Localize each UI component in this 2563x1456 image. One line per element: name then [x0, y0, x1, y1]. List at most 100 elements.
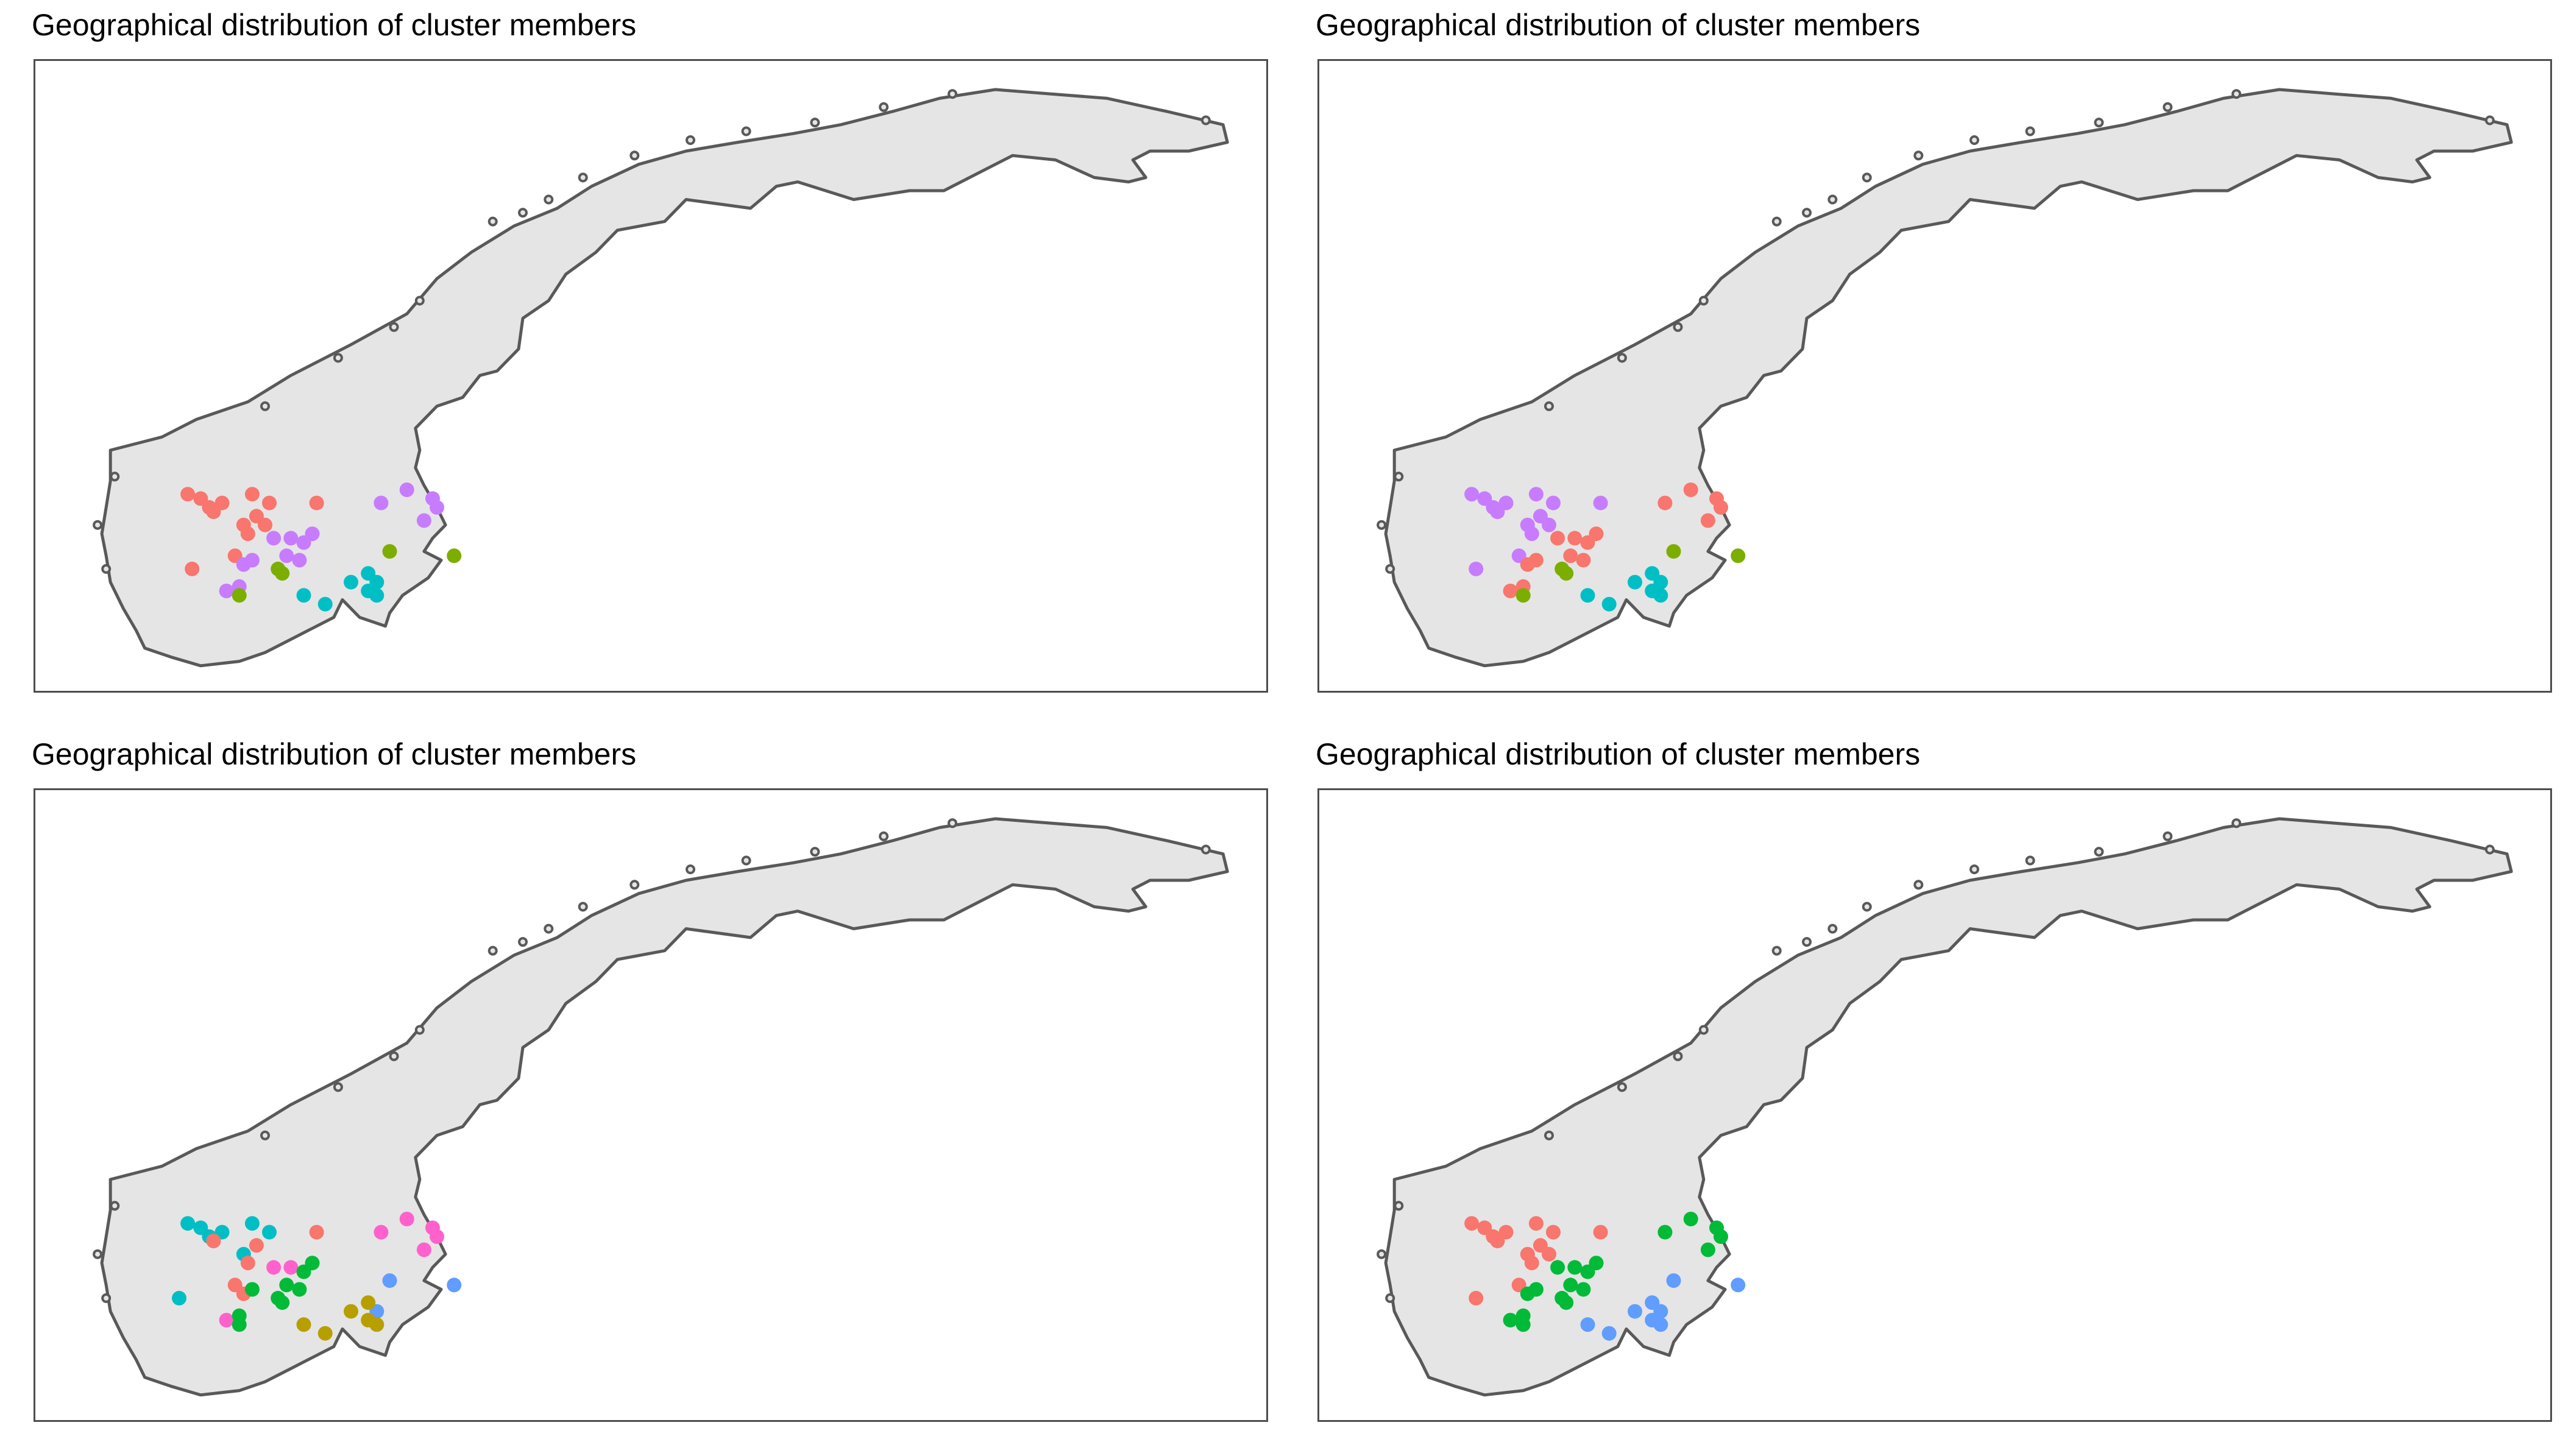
island-outline: [1544, 401, 1554, 411]
cluster-member-point: [317, 596, 333, 612]
island-outline: [1200, 115, 1211, 125]
norway-map: [93, 88, 1229, 668]
cluster-member-point: [283, 1260, 299, 1275]
cluster-member-point: [185, 561, 200, 576]
cluster-member-point: [1601, 1326, 1617, 1341]
cluster-member-point: [1515, 588, 1531, 603]
map-panel-4: Geographical distribution of cluster mem…: [1284, 729, 2552, 1448]
island-outline: [1617, 353, 1627, 363]
cluster-member-point: [1528, 487, 1544, 502]
cluster-member-point: [309, 1225, 324, 1240]
cluster-member-point: [317, 1326, 333, 1341]
island-outline: [1913, 880, 1924, 890]
cluster-member-point: [1580, 588, 1595, 603]
island-outline: [1802, 937, 1812, 947]
island-outline: [1771, 945, 1782, 956]
cluster-member-point: [262, 1225, 277, 1240]
island-outline: [1394, 1201, 1404, 1211]
panel-title: Geographical distribution of cluster mem…: [32, 737, 637, 771]
island-outline: [1200, 844, 1211, 855]
cluster-member-point: [1503, 584, 1518, 598]
island-outline: [879, 102, 889, 112]
cluster-member-point: [1515, 1317, 1531, 1332]
island-outline: [333, 353, 343, 363]
cluster-member-point: [1576, 1282, 1591, 1297]
cluster-member-point: [262, 495, 277, 511]
cluster-member-point: [1657, 495, 1673, 511]
cluster-member-point: [1469, 561, 1484, 576]
cluster-member-point: [240, 1256, 255, 1271]
cluster-member-point: [1700, 513, 1715, 528]
cluster-member-point: [1683, 482, 1698, 497]
island-outline: [389, 1051, 399, 1061]
cluster-member-point: [279, 1278, 294, 1293]
cluster-member-point: [206, 504, 221, 520]
cluster-member-point: [1580, 1317, 1595, 1332]
cluster-member-point: [430, 500, 444, 515]
panel-title: Geographical distribution of cluster mem…: [1316, 8, 1921, 42]
cluster-member-point: [1567, 531, 1583, 546]
cluster-member-point: [430, 1229, 444, 1244]
cluster-member-point: [374, 495, 389, 511]
island-outline: [2025, 855, 2035, 866]
cluster-member-point: [344, 574, 358, 590]
island-outline: [810, 118, 820, 128]
island-outline: [741, 855, 751, 866]
island-outline: [93, 1249, 103, 1259]
island-outline: [487, 216, 498, 227]
island-outline: [1969, 135, 1979, 145]
island-outline: [1377, 1249, 1387, 1259]
cluster-member-point: [1469, 1290, 1484, 1306]
island-outline: [1385, 1293, 1395, 1303]
cluster-member-point: [305, 526, 320, 542]
island-outline: [686, 135, 695, 145]
island-outline: [1862, 902, 1872, 912]
cluster-member-point: [1563, 548, 1578, 564]
island-outline: [879, 831, 889, 841]
island-outline: [2484, 844, 2495, 855]
cluster-member-point: [271, 1290, 286, 1306]
cluster-member-point: [344, 1304, 358, 1319]
island-outline: [2094, 847, 2104, 857]
island-outline: [1969, 864, 1979, 874]
island-outline: [414, 295, 425, 306]
island-outline: [2163, 102, 2173, 112]
cluster-member-point: [1714, 1229, 1728, 1244]
cluster-member-point: [1731, 1278, 1746, 1293]
island-outline: [518, 208, 528, 218]
cluster-member-point: [180, 1216, 196, 1231]
cluster-member-point: [296, 1317, 311, 1332]
panel-title: Geographical distribution of cluster mem…: [1316, 737, 1921, 771]
norway-map: [93, 817, 1229, 1397]
cluster-member-point: [240, 526, 255, 542]
norway-map: [1377, 817, 2513, 1397]
island-outline: [686, 864, 695, 874]
map-panel-3: Geographical distribution of cluster mem…: [0, 729, 1268, 1448]
island-outline: [1617, 1082, 1627, 1092]
cluster-member-point: [1490, 504, 1505, 520]
cluster-member-point: [416, 1242, 431, 1257]
cluster-member-point: [374, 1225, 389, 1240]
island-outline: [101, 564, 112, 574]
cluster-member-point: [1524, 1256, 1539, 1271]
cluster-member-point: [1563, 1278, 1578, 1293]
island-outline: [1698, 295, 1709, 306]
cluster-member-point: [1490, 1234, 1505, 1249]
cluster-member-point: [1503, 1313, 1518, 1327]
cluster-member-point: [244, 1216, 260, 1231]
island-outline: [389, 322, 399, 332]
cluster-member-point: [1601, 596, 1617, 612]
cluster-member-point: [292, 553, 307, 568]
cluster-member-point: [447, 1278, 462, 1293]
island-outline: [487, 945, 498, 956]
cluster-member-point: [1550, 1260, 1565, 1275]
island-outline: [1673, 1051, 1683, 1061]
cluster-member-point: [1653, 588, 1668, 603]
island-outline: [110, 1201, 120, 1211]
panel-title: Geographical distribution of cluster mem…: [32, 8, 637, 42]
cluster-member-point: [1628, 1304, 1642, 1319]
cluster-member-point: [236, 557, 251, 572]
cluster-member-point: [1554, 561, 1570, 576]
island-outline: [1698, 1025, 1709, 1035]
cluster-member-point: [1528, 1216, 1544, 1231]
